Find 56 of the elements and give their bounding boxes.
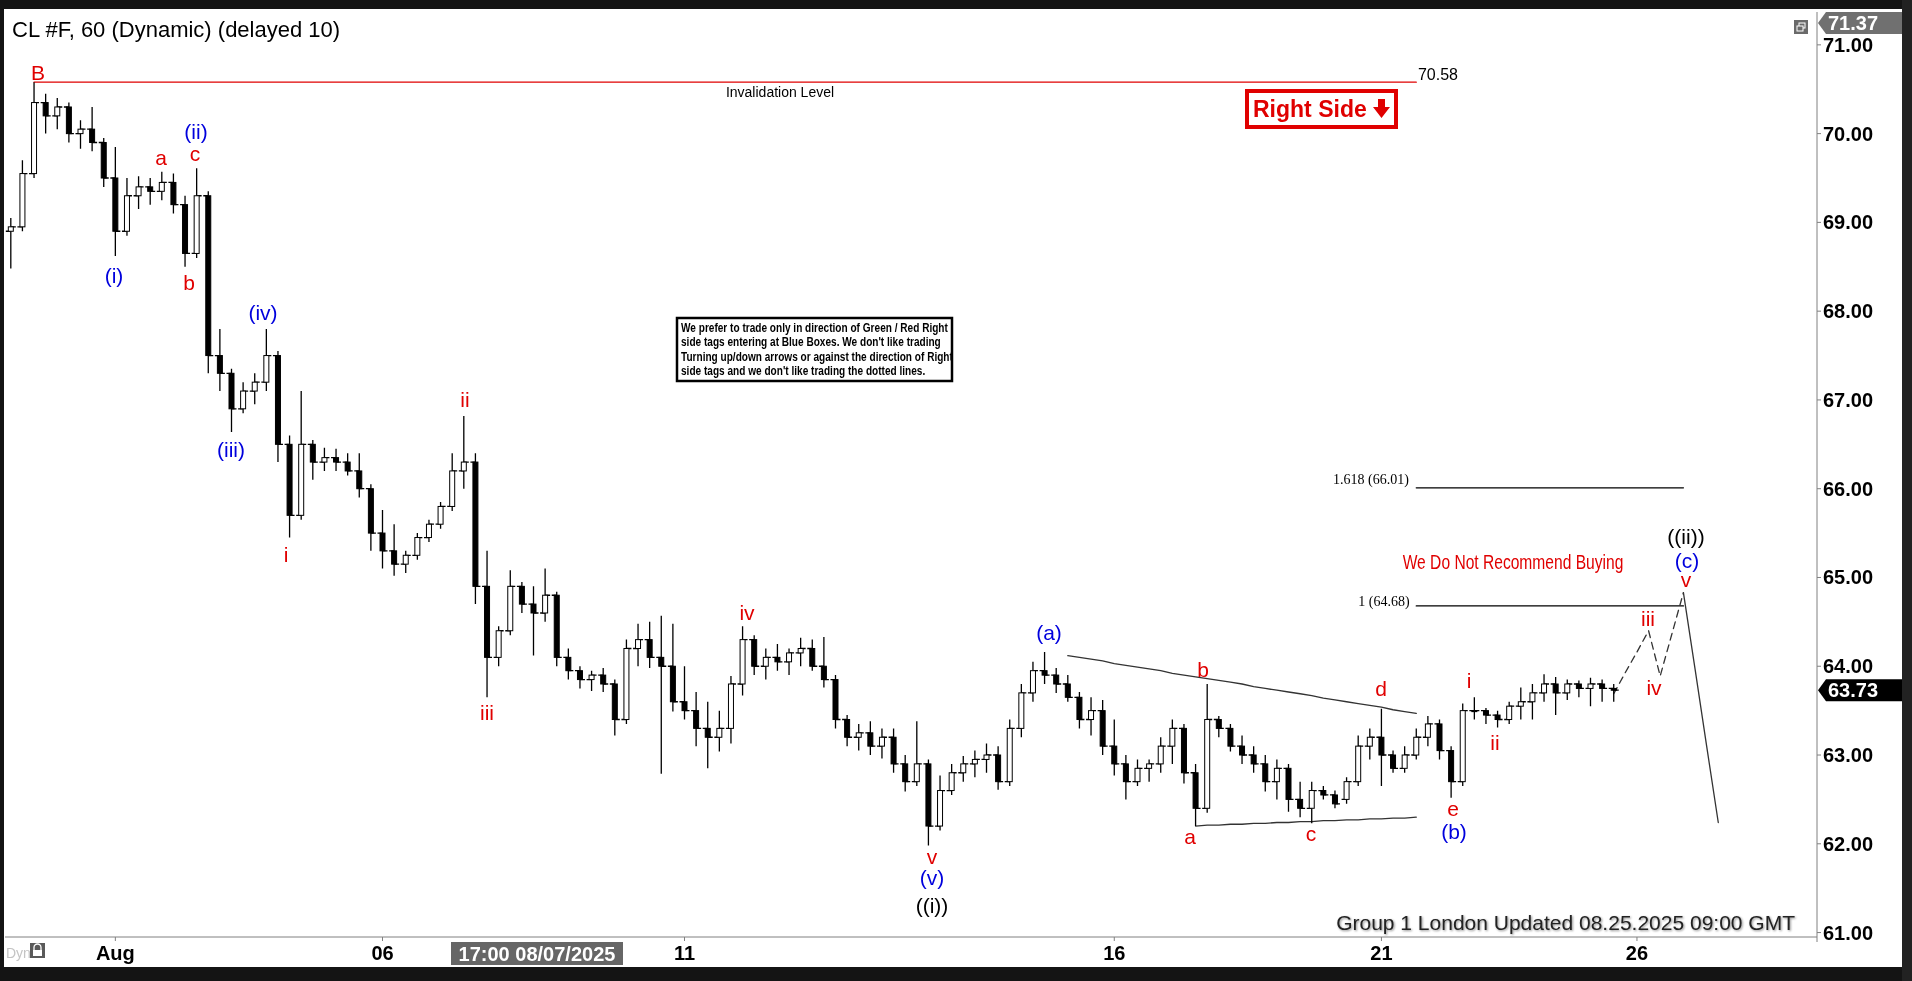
annotation: iv: [739, 600, 756, 624]
line-series: [1194, 816, 1417, 827]
x-tick-label: 11: [673, 942, 696, 964]
y-tick-label: 64.00: [1823, 655, 1874, 678]
x-tick-label: 26: [1625, 942, 1649, 964]
annotation: Right Side: [1253, 96, 1367, 122]
y-tick-label: 61.00: [1823, 921, 1874, 944]
annotation: (b): [1441, 819, 1467, 843]
annotation: (iii): [217, 437, 245, 461]
chart-title: CL #F, 60 (Dynamic) (delayed 10): [12, 17, 341, 42]
annotation: Group 1 London Updated 08.25.2025 09:00 GMT: [1336, 911, 1796, 934]
annotation: 1 (64.68): [1358, 593, 1410, 610]
annotation: d: [1375, 676, 1387, 700]
line-series: [1067, 654, 1417, 714]
annotation: a: [155, 145, 168, 169]
annotation: (i): [104, 263, 124, 287]
y-tick-label: 62.00: [1823, 832, 1874, 855]
annotation: e: [1447, 796, 1459, 820]
annotation: b: [1197, 657, 1209, 681]
annotation: (ii): [184, 119, 208, 143]
annotation: 70.58: [1417, 65, 1459, 83]
annotation: i: [1466, 668, 1472, 692]
annotation: ((i)): [915, 893, 949, 917]
y-tick-label: 69.00: [1823, 211, 1874, 234]
y-tick-label: 68.00: [1823, 300, 1874, 323]
annotation: c: [1305, 821, 1317, 845]
y-tick-label: 66.00: [1823, 477, 1874, 500]
annotation: We Do Not Recommend Buying: [1402, 550, 1624, 574]
text: 63.73: [1828, 679, 1879, 702]
annotation: iii: [480, 700, 494, 724]
annotation: iv: [1646, 675, 1663, 699]
x-tick-label: 21: [1370, 942, 1393, 964]
annotation: B: [30, 60, 46, 84]
y-tick-label: 71.00: [1823, 33, 1874, 56]
text: 71.37: [1828, 12, 1879, 34]
text: Dyn: [6, 945, 31, 961]
annotation: Invalidation Level: [725, 84, 835, 100]
annotation: ii: [1490, 730, 1500, 754]
y-tick-label: 67.00: [1823, 388, 1874, 411]
x-tick-label: 06: [371, 942, 394, 964]
annotation: a: [1184, 824, 1197, 848]
annotation: ((ii)): [1667, 524, 1705, 548]
y-tick-label: 70.00: [1823, 122, 1874, 145]
x-tick-label: Aug: [95, 942, 135, 964]
annotation: iii: [1641, 606, 1655, 630]
annotation: (v): [919, 865, 945, 889]
annotation: v: [926, 844, 938, 868]
y-tick-label: 63.00: [1823, 744, 1874, 767]
x-tick-label: 16: [1103, 942, 1126, 964]
annotation: i: [283, 542, 289, 566]
annotation: b: [183, 270, 195, 294]
annotation: (iv): [248, 300, 278, 324]
y-tick-label: 65.00: [1823, 566, 1874, 589]
annotation: 1.618 (66.01): [1333, 471, 1410, 488]
annotation: (a): [1036, 620, 1062, 644]
annotation: ii: [460, 387, 470, 411]
